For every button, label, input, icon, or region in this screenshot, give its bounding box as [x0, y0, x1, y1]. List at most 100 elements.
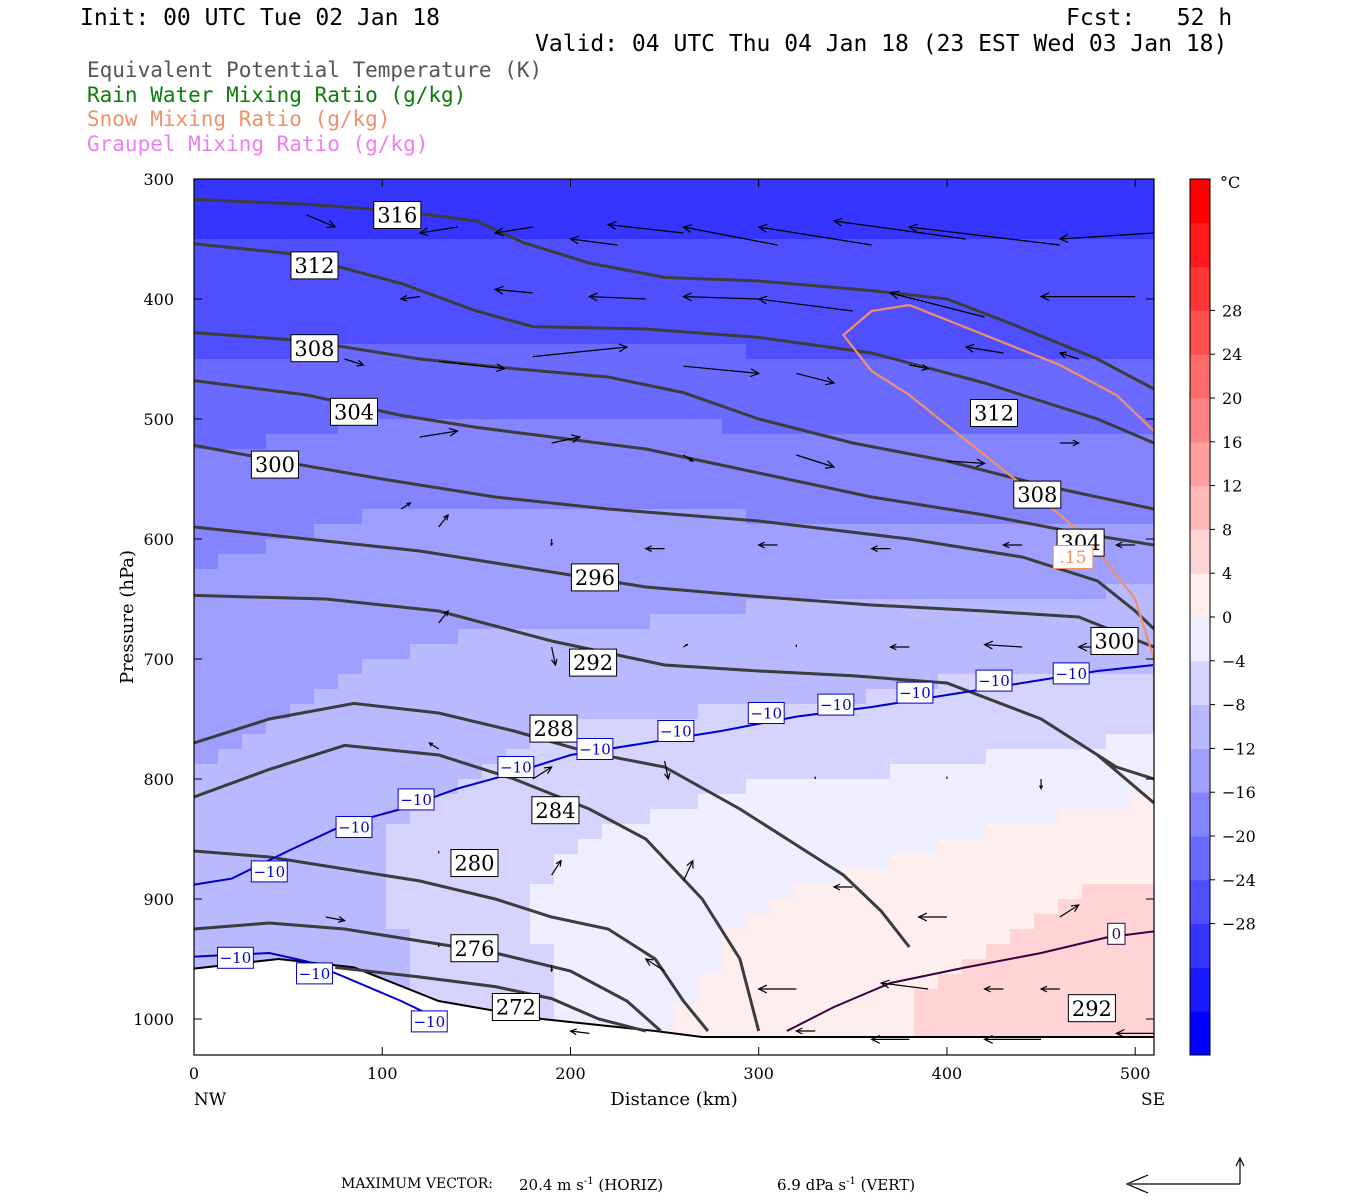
temp-cell	[1034, 449, 1059, 465]
temp-cell	[818, 614, 843, 630]
temp-cell	[962, 974, 987, 990]
temp-cell	[482, 254, 507, 270]
temp-cell	[506, 794, 531, 810]
temp-cell	[1034, 419, 1059, 435]
wind-vector	[438, 360, 506, 373]
temp-cell	[386, 509, 411, 525]
temp-cell	[362, 179, 387, 195]
wind-vector	[1114, 1028, 1154, 1038]
temp-cell	[866, 239, 891, 255]
temp-cell	[1010, 914, 1035, 930]
temp-cell	[530, 449, 555, 465]
temp-cell	[842, 299, 867, 315]
temp-cell	[650, 419, 675, 435]
temp-cell	[362, 674, 387, 690]
snow-label-box	[1052, 545, 1094, 569]
temp-cell	[482, 959, 507, 975]
temp-cell	[338, 239, 363, 255]
temp-cell	[1106, 374, 1131, 390]
wind-vector-head	[870, 545, 878, 553]
temp-cell	[1106, 614, 1131, 630]
temp-cell	[842, 284, 867, 300]
x-tick-label: 200	[555, 1064, 586, 1083]
temp-cell	[914, 974, 939, 990]
temp-cell	[722, 269, 747, 285]
temp-cell	[746, 449, 771, 465]
temp-cell	[290, 239, 315, 255]
temp-cell	[626, 404, 651, 420]
temp-cell	[746, 749, 771, 765]
temp-cell	[650, 359, 675, 375]
temp-cell	[1034, 884, 1059, 900]
temp-cell	[794, 434, 819, 450]
temp-cell	[386, 884, 411, 900]
temp-cell	[218, 644, 243, 660]
temp-cell	[554, 269, 579, 285]
temp-cell	[938, 494, 963, 510]
temp-cell	[266, 689, 291, 705]
wind-vector-head	[832, 217, 843, 227]
temp-cell	[746, 914, 771, 930]
temp-cell	[722, 569, 747, 585]
temp-cell	[530, 419, 555, 435]
wind-vector-head	[495, 363, 506, 373]
temp-cell	[938, 929, 963, 945]
temp-cell	[530, 614, 555, 630]
temp-cell	[362, 659, 387, 675]
temp-cell	[458, 329, 483, 345]
temp-cell	[794, 539, 819, 555]
temp-cell	[722, 524, 747, 540]
temp-cell	[698, 674, 723, 690]
wind-vector	[796, 454, 836, 469]
temp-cell	[650, 569, 675, 585]
temp-cell	[362, 854, 387, 870]
temp-cell	[770, 869, 795, 885]
temp-cell	[746, 629, 771, 645]
temp-cell	[362, 494, 387, 510]
temp-cell	[266, 509, 291, 525]
temp-cell	[986, 359, 1011, 375]
colorbar-tick-label: 20	[1222, 389, 1242, 408]
temp-cell	[194, 404, 219, 420]
temp-cell	[338, 434, 363, 450]
temp-cell	[1058, 749, 1083, 765]
temp-cell	[554, 899, 579, 915]
wind-vector-head	[1114, 1028, 1125, 1038]
theta-e-label-280: 280	[454, 852, 494, 876]
temp-cell	[530, 329, 555, 345]
temp-cell	[626, 884, 651, 900]
temp-cell	[890, 719, 915, 735]
temp-cell	[794, 764, 819, 780]
temp-cell	[602, 779, 627, 795]
wind-vector	[550, 965, 554, 973]
y-axis-label: Pressure (hPa)	[117, 550, 138, 684]
temp-cell	[1130, 434, 1154, 450]
y-tick-label: 700	[143, 650, 174, 669]
temp-cell	[1058, 299, 1083, 315]
temp-cell	[914, 644, 939, 660]
temp-cell	[1034, 719, 1059, 735]
temp-cell	[530, 269, 555, 285]
temp-cell	[1130, 674, 1154, 690]
temp-cell	[698, 299, 723, 315]
temp-cell	[842, 209, 867, 225]
wind-vector	[569, 1028, 590, 1036]
temp-cell	[914, 314, 939, 330]
temp-cell	[938, 884, 963, 900]
temp-cell	[314, 809, 339, 825]
temp-cell	[962, 569, 987, 585]
temp-cell	[458, 674, 483, 690]
temp-cell	[674, 404, 699, 420]
temp-cell	[722, 809, 747, 825]
temp-cell	[962, 479, 987, 495]
temp-cell	[626, 464, 651, 480]
y-tick-label: 900	[143, 890, 174, 909]
temp-cell	[530, 584, 555, 600]
temp-cell	[842, 824, 867, 840]
temp-cell	[362, 629, 387, 645]
wind-vector-shaft	[438, 514, 449, 528]
wind-vectors	[306, 214, 1154, 1044]
wind-vector-head	[1114, 541, 1123, 549]
temp-cell	[914, 764, 939, 780]
